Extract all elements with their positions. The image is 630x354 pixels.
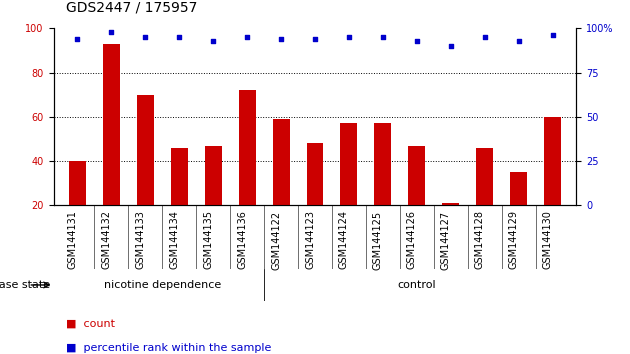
Bar [103, 44, 120, 205]
Bar [69, 161, 86, 205]
Text: GSM144130: GSM144130 [542, 210, 553, 269]
Bar [205, 145, 222, 205]
Text: disease state: disease state [0, 280, 50, 290]
Text: GSM144132: GSM144132 [101, 210, 112, 269]
Text: GSM144135: GSM144135 [203, 210, 213, 269]
Text: GSM144123: GSM144123 [305, 210, 315, 269]
Text: ■  percentile rank within the sample: ■ percentile rank within the sample [66, 343, 272, 353]
Bar [273, 119, 290, 205]
Point [513, 38, 524, 44]
Text: GSM144128: GSM144128 [475, 210, 484, 269]
Point [208, 38, 218, 44]
Point [344, 34, 354, 40]
Bar [374, 124, 391, 205]
Text: GSM144131: GSM144131 [67, 210, 77, 269]
Point [310, 36, 320, 42]
Bar [171, 148, 188, 205]
Text: GDS2447 / 175957: GDS2447 / 175957 [66, 0, 198, 14]
Text: GSM144127: GSM144127 [441, 210, 451, 269]
Point [276, 36, 286, 42]
Point [412, 38, 422, 44]
Point [479, 34, 490, 40]
Point [446, 43, 456, 49]
Point [72, 36, 83, 42]
Point [242, 34, 252, 40]
Point [140, 34, 151, 40]
Bar [239, 90, 256, 205]
Bar [408, 145, 425, 205]
Bar [510, 172, 527, 205]
Text: GSM144126: GSM144126 [407, 210, 417, 269]
Bar [137, 95, 154, 205]
Text: GSM144124: GSM144124 [339, 210, 349, 269]
Text: GSM144136: GSM144136 [237, 210, 247, 269]
Text: GSM144125: GSM144125 [373, 210, 383, 269]
Text: ■  count: ■ count [66, 319, 115, 329]
Point [378, 34, 388, 40]
Bar [307, 143, 323, 205]
Bar [442, 203, 459, 205]
Bar [544, 117, 561, 205]
Point [547, 33, 558, 38]
Text: GSM144133: GSM144133 [135, 210, 146, 269]
Bar [476, 148, 493, 205]
Bar [340, 124, 357, 205]
Point [106, 29, 117, 35]
Text: GSM144122: GSM144122 [271, 210, 281, 269]
Text: GSM144134: GSM144134 [169, 210, 179, 269]
Text: control: control [398, 280, 436, 290]
Point [174, 34, 184, 40]
Text: GSM144129: GSM144129 [509, 210, 518, 269]
Text: nicotine dependence: nicotine dependence [103, 280, 221, 290]
